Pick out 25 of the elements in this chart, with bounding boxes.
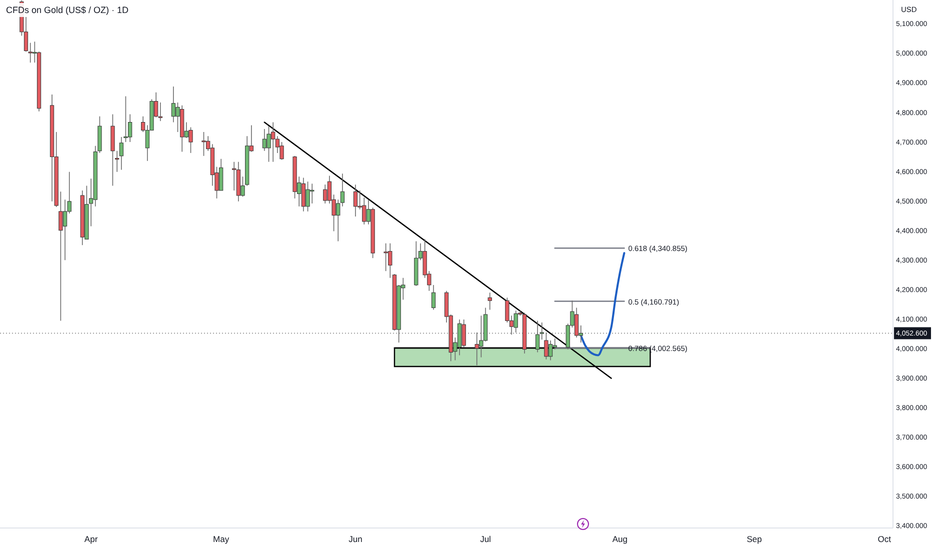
line-series [580, 252, 626, 356]
candlestick [266, 126, 271, 162]
candlestick [548, 340, 553, 361]
candlestick [188, 126, 193, 154]
candlestick [535, 320, 540, 353]
candlestick [158, 102, 162, 122]
x-tick-label: May [213, 534, 230, 544]
x-tick-label: Jun [348, 534, 363, 544]
candlestick [58, 191, 63, 322]
x-tick-label: Apr [84, 534, 98, 544]
candlestick [323, 184, 328, 204]
candlestick [457, 319, 462, 356]
candlestick [544, 332, 548, 360]
candlestick [353, 184, 358, 217]
x-tick-label: Oct [878, 534, 892, 544]
candlestick [202, 132, 206, 156]
candlestick [462, 319, 466, 348]
candlestick [62, 199, 68, 261]
candlestick [306, 181, 310, 212]
x-tick-label: Jul [480, 534, 492, 544]
x-tick-label: Sep [746, 534, 762, 544]
candlestick [488, 292, 492, 310]
text: CFDs on Gold (US$ / OZ) · 1D [6, 5, 130, 15]
x-tick-label: Aug [612, 534, 628, 544]
candlestick [114, 150, 120, 172]
